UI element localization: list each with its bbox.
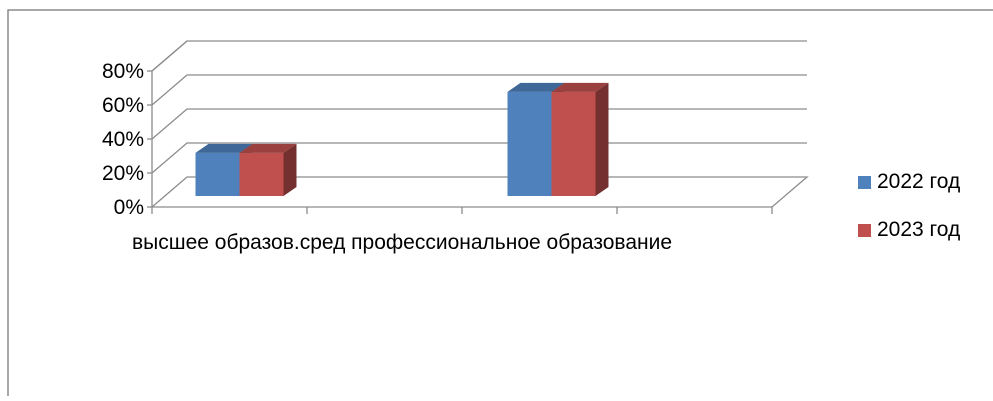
legend-item-2023: 2023 год: [858, 216, 960, 244]
legend-label-2023: 2023 год: [877, 218, 961, 241]
y-tick-labels: 0% 20% 40% 60% 80%: [102, 60, 144, 219]
x-axis-ticks: [151, 207, 773, 214]
gridline: [151, 108, 807, 140]
bar: [195, 152, 240, 196]
bar-side: [283, 143, 297, 196]
bar: [239, 152, 284, 196]
y-tick-label: 0%: [114, 196, 144, 219]
y-tick-label: 40%: [102, 128, 144, 151]
legend-label-2022: 2022 год: [877, 170, 961, 193]
gridline: [151, 40, 807, 72]
x-category-label: сред профессиональное образование: [300, 231, 672, 254]
legend-item-2022: 2022 год: [858, 168, 960, 196]
legend-swatch-2022: [858, 175, 871, 189]
bar-side: [595, 82, 609, 196]
bar-top: [195, 143, 253, 153]
bar-top: [239, 143, 297, 153]
y-tick-label: 60%: [102, 94, 144, 117]
bar-top: [551, 82, 609, 92]
legend: 2022 год 2023 год: [858, 168, 960, 264]
chart-border: [7, 9, 993, 396]
bar-top: [507, 82, 565, 92]
bar: [507, 91, 552, 196]
gridline: [151, 74, 807, 106]
y-tick-label: 20%: [102, 162, 144, 185]
floor: [150, 176, 809, 208]
x-category-label: высшее образов.: [132, 231, 300, 254]
category-labels: высшее образов.сред профессиональное обр…: [132, 231, 672, 254]
legend-swatch-2023: [858, 223, 871, 237]
bar: [551, 91, 596, 196]
bars: [195, 82, 609, 196]
y-tick-label: 80%: [102, 60, 144, 83]
